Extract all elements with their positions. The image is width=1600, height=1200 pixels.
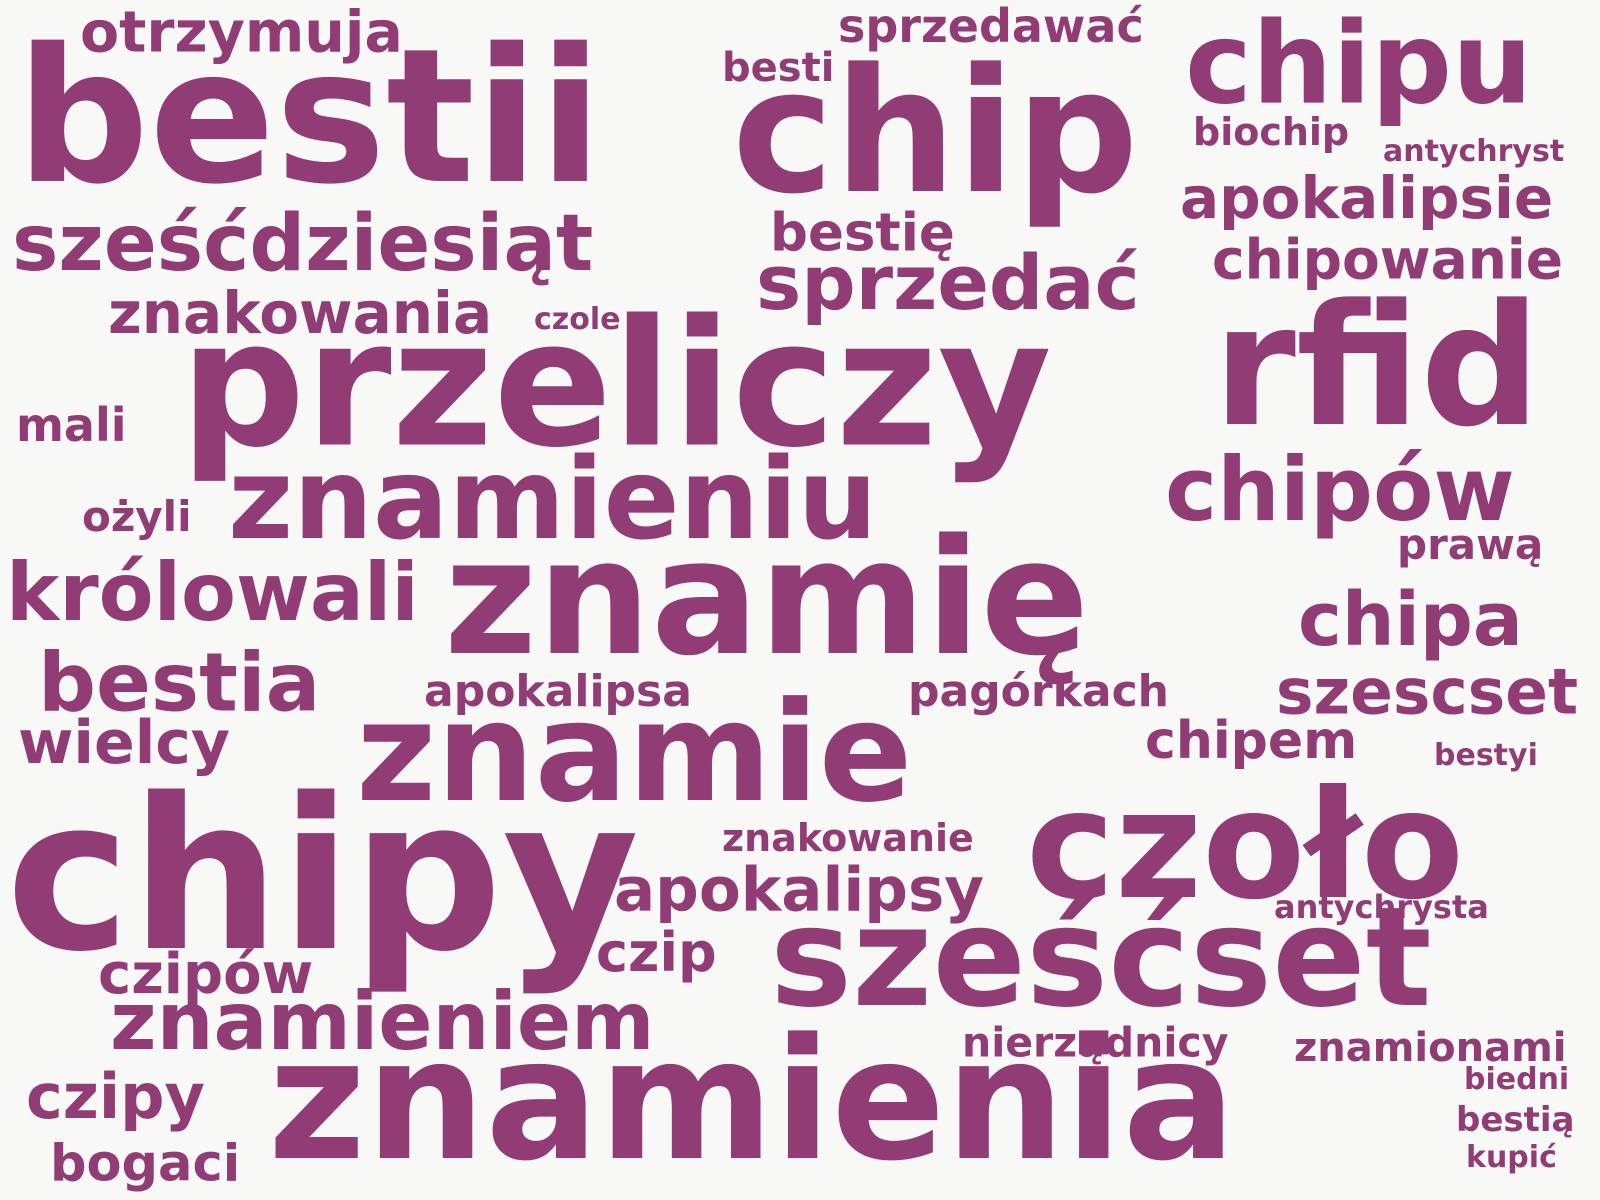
word: szescset: [1276, 655, 1579, 729]
word: chipem: [1145, 711, 1358, 771]
word: znakowanie: [722, 816, 974, 860]
word: nierządnicy: [962, 1018, 1229, 1067]
word: chip: [732, 31, 1139, 232]
word: chipa: [1298, 577, 1523, 663]
word: czoło: [1026, 759, 1464, 933]
word: znamię: [444, 504, 1090, 691]
word: bestią: [1456, 1100, 1575, 1140]
word: czole: [534, 302, 621, 337]
word: sprzedawać: [838, 0, 1144, 53]
word: antychrysta: [1274, 888, 1489, 926]
word: znamionami: [1294, 1025, 1567, 1071]
word: sześćset: [770, 877, 1432, 1038]
word: znamie: [356, 672, 913, 833]
word: czip: [596, 921, 717, 984]
word: chipów: [1165, 438, 1515, 541]
word: besti: [722, 45, 835, 91]
word: apokalipsie: [1180, 164, 1554, 232]
word: czipów: [98, 942, 314, 1007]
word: ożyli: [82, 492, 192, 541]
word: biedni: [1464, 1062, 1570, 1097]
word: znamienia: [268, 1002, 1236, 1198]
word: prawą: [1397, 520, 1544, 569]
word: znamieniu: [228, 435, 878, 565]
word: mali: [16, 398, 127, 452]
word: znakowania: [108, 279, 493, 347]
word: chipy: [6, 753, 640, 998]
word: kupić: [1466, 1140, 1557, 1175]
word: pagórkach: [908, 666, 1169, 717]
word: bestia: [38, 636, 321, 731]
word: biochip: [1193, 110, 1350, 154]
word: bestyi: [1434, 738, 1538, 773]
word: przeliczy: [180, 283, 1052, 487]
word: apokalipsy: [614, 854, 985, 926]
word: czipy: [26, 1060, 205, 1133]
word: bogaci: [50, 1134, 241, 1194]
word: wielcy: [18, 708, 230, 778]
word: chipu: [1185, 0, 1533, 130]
word: sześćdziesiąt: [12, 199, 594, 289]
word: chipowanie: [1212, 227, 1564, 292]
word: apokalipsa: [424, 666, 692, 717]
word: otrzymuja: [80, 0, 403, 66]
word: bestii: [16, 8, 603, 225]
word: królowali: [6, 546, 419, 639]
word: znamieniem: [110, 975, 655, 1068]
word: bestię: [770, 202, 955, 264]
word: antychryst: [1383, 134, 1565, 169]
word: sprzedać: [756, 238, 1140, 327]
word: rfid: [1213, 268, 1541, 464]
